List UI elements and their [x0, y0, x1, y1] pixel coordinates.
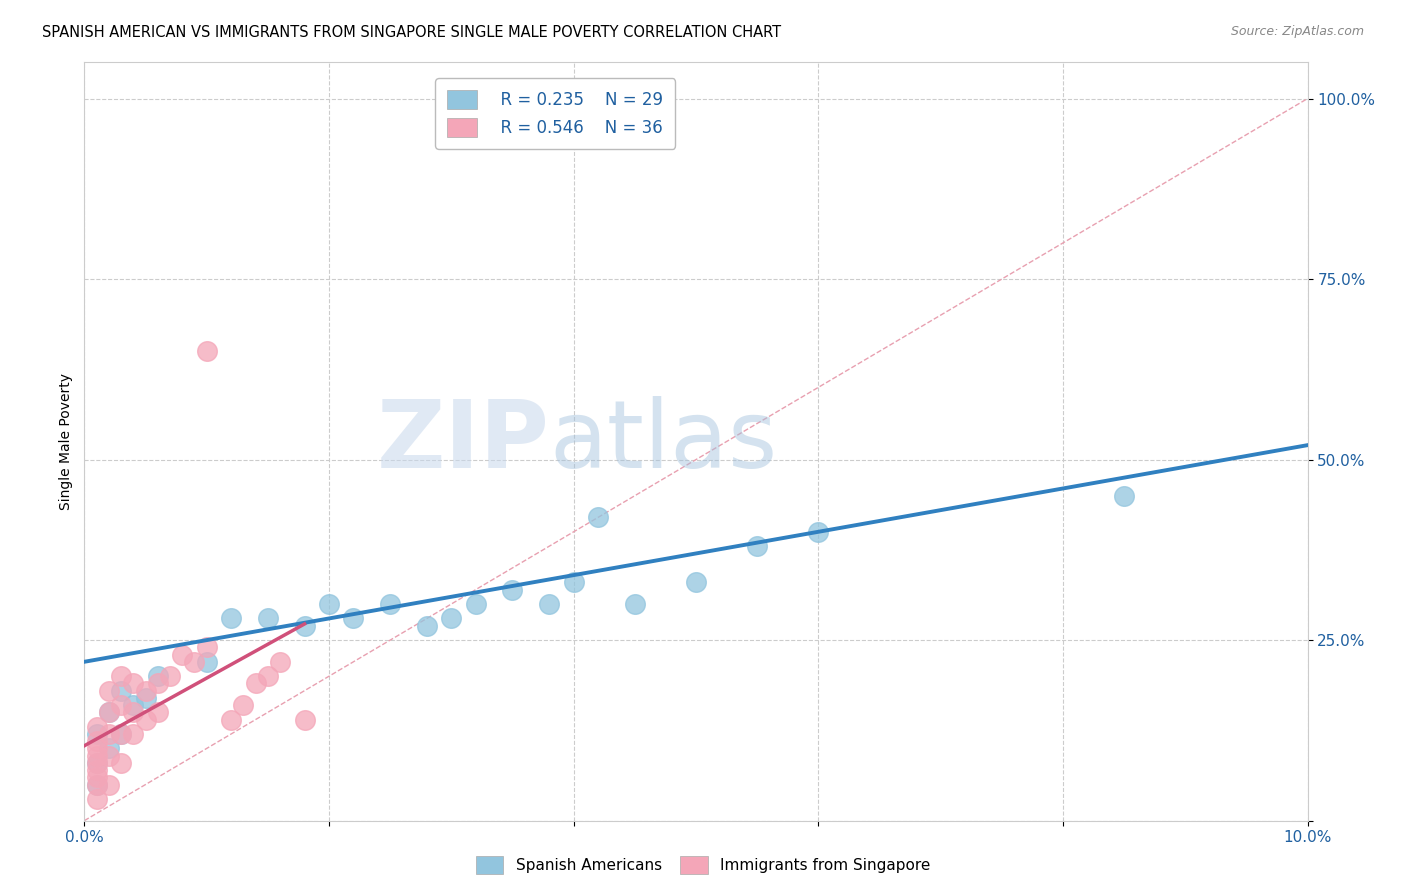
Point: [86, 720, 108, 734]
Point: [219, 713, 242, 727]
Point: [318, 597, 340, 611]
Point: [586, 510, 609, 524]
Point: [135, 690, 157, 705]
Point: [416, 618, 439, 632]
Point: [538, 597, 561, 611]
Point: [159, 669, 181, 683]
Point: [135, 683, 157, 698]
Point: [562, 575, 585, 590]
Point: [97, 778, 120, 792]
Point: [86, 727, 108, 741]
Point: [86, 763, 108, 777]
Point: [86, 734, 108, 748]
Point: [172, 648, 194, 662]
Point: [219, 611, 242, 625]
Text: atlas: atlas: [550, 395, 778, 488]
Legend: Spanish Americans, Immigrants from Singapore: Spanish Americans, Immigrants from Singa…: [470, 850, 936, 880]
Point: [86, 741, 108, 756]
Point: [807, 524, 830, 539]
Point: [86, 756, 108, 770]
Point: [86, 778, 108, 792]
Point: [122, 706, 145, 720]
Point: [440, 611, 463, 625]
Text: Source: ZipAtlas.com: Source: ZipAtlas.com: [1230, 25, 1364, 38]
Text: ZIP: ZIP: [377, 395, 550, 488]
Point: [86, 770, 108, 784]
Point: [1114, 489, 1136, 503]
Point: [146, 706, 169, 720]
Point: [232, 698, 254, 712]
Point: [135, 713, 157, 727]
Point: [110, 756, 132, 770]
Point: [97, 706, 120, 720]
Legend:   R = 0.235    N = 29,   R = 0.546    N = 36: R = 0.235 N = 29, R = 0.546 N = 36: [436, 78, 675, 149]
Point: [294, 618, 316, 632]
Point: [257, 669, 280, 683]
Point: [685, 575, 707, 590]
Point: [195, 655, 218, 669]
Point: [97, 748, 120, 763]
Point: [86, 778, 108, 792]
Point: [110, 727, 132, 741]
Point: [86, 756, 108, 770]
Point: [110, 727, 132, 741]
Point: [110, 698, 132, 712]
Point: [502, 582, 524, 597]
Point: [97, 683, 120, 698]
Point: [97, 727, 120, 741]
Point: [110, 669, 132, 683]
Point: [624, 597, 647, 611]
Point: [342, 611, 364, 625]
Text: SPANISH AMERICAN VS IMMIGRANTS FROM SINGAPORE SINGLE MALE POVERTY CORRELATION CH: SPANISH AMERICAN VS IMMIGRANTS FROM SING…: [42, 25, 782, 40]
Point: [245, 676, 267, 690]
Point: [183, 655, 205, 669]
Point: [195, 344, 218, 359]
Point: [122, 727, 145, 741]
Point: [294, 713, 316, 727]
Point: [380, 597, 402, 611]
Point: [122, 698, 145, 712]
Point: [195, 640, 218, 655]
Point: [97, 706, 120, 720]
Point: [146, 669, 169, 683]
Point: [146, 676, 169, 690]
Point: [110, 683, 132, 698]
Point: [747, 539, 769, 553]
Y-axis label: Single Male Poverty: Single Male Poverty: [59, 373, 73, 510]
Point: [86, 792, 108, 806]
Point: [122, 676, 145, 690]
Point: [97, 741, 120, 756]
Point: [464, 597, 486, 611]
Point: [257, 611, 280, 625]
Point: [86, 748, 108, 763]
Point: [269, 655, 291, 669]
